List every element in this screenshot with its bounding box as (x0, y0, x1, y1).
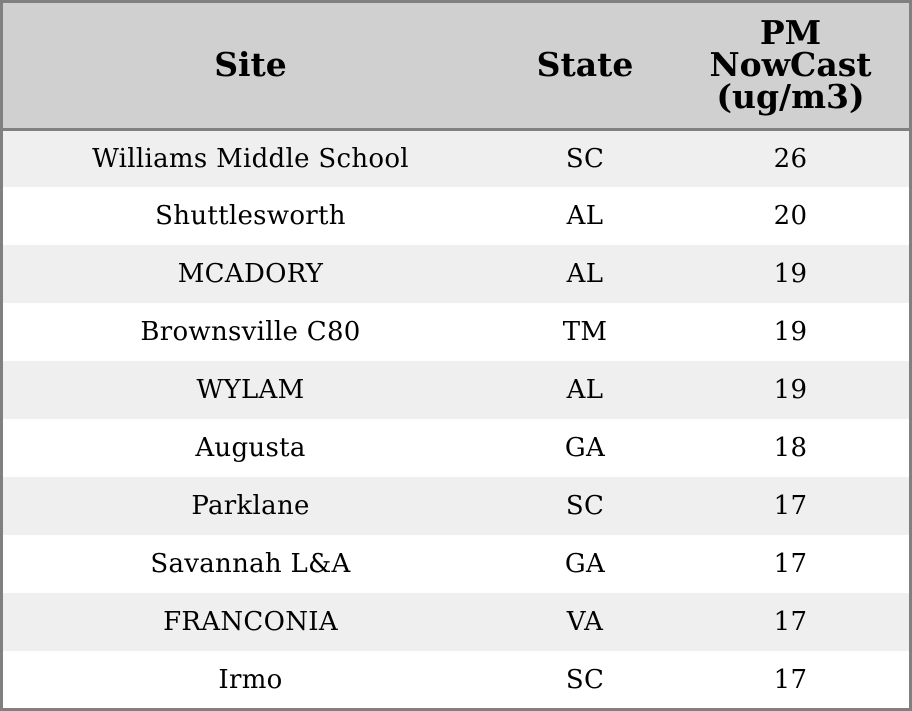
table-row: WYLAM AL 19 (3, 361, 909, 419)
table-row: Irmo SC 17 (3, 651, 909, 708)
cell-site: FRANCONIA (163, 607, 338, 637)
header-pm-line-2: NowCast (709, 45, 872, 85)
table-row: Williams Middle School SC 26 (3, 129, 909, 187)
cell-pm-value: 20 (773, 201, 808, 231)
table-row: Augusta GA 18 (3, 419, 909, 477)
cell-pm-value: 18 (773, 433, 808, 463)
cell-site: Parklane (191, 491, 310, 521)
table-row: Parklane SC 17 (3, 477, 909, 535)
header-pm-nowcast: PM NowCast (ug/m3) (672, 3, 909, 131)
header-site: Site (3, 3, 498, 131)
header-pm-line-1: PM (759, 13, 822, 53)
table-row: Savannah L&A GA 17 (3, 535, 909, 593)
cell-pm-value: 17 (773, 491, 808, 521)
table-row: FRANCONIA VA 17 (3, 593, 909, 651)
cell-pm-value: 17 (773, 665, 808, 695)
cell-state: SC (565, 143, 605, 174)
cell-site: Augusta (195, 433, 306, 463)
table-header: Site State PM NowCast (ug/m3) (3, 3, 909, 131)
cell-site: Williams Middle School (92, 143, 409, 174)
table-row: Shuttlesworth AL 20 (3, 187, 909, 245)
cell-pm-value: 17 (773, 549, 808, 579)
cell-state: GA (564, 433, 606, 463)
cell-state: SC (565, 665, 605, 695)
cell-site: WYLAM (196, 375, 305, 405)
pm-nowcast-table: Site State PM NowCast (ug/m3) Williams M… (3, 3, 909, 708)
cell-state: SC (565, 491, 605, 521)
cell-site: Savannah L&A (150, 549, 351, 579)
cell-state: AL (566, 201, 604, 231)
cell-site: Brownsville C80 (140, 317, 361, 347)
cell-state: AL (566, 259, 604, 289)
cell-state: VA (566, 607, 604, 637)
cell-site: Irmo (218, 665, 283, 695)
table-body: Williams Middle School SC 26 Shuttleswor… (3, 129, 909, 708)
cell-pm-value: 17 (773, 607, 808, 637)
cell-state: GA (564, 549, 606, 579)
cell-state: TM (562, 317, 608, 347)
header-state-label: State (536, 45, 634, 85)
table-row: Brownsville C80 TM 19 (3, 303, 909, 361)
header-site-label: Site (214, 45, 287, 85)
cell-pm-value: 19 (773, 317, 808, 347)
header-pm-line-3: (ug/m3) (716, 77, 865, 117)
cell-pm-value: 19 (773, 259, 808, 289)
header-state: State (498, 3, 672, 131)
cell-site: Shuttlesworth (155, 201, 346, 231)
cell-state: AL (566, 375, 604, 405)
table-row: MCADORY AL 19 (3, 245, 909, 303)
header-row: Site State PM NowCast (ug/m3) (3, 3, 909, 131)
cell-site: MCADORY (177, 259, 324, 289)
cell-pm-value: 19 (773, 375, 808, 405)
cell-pm-value: 26 (773, 143, 808, 174)
